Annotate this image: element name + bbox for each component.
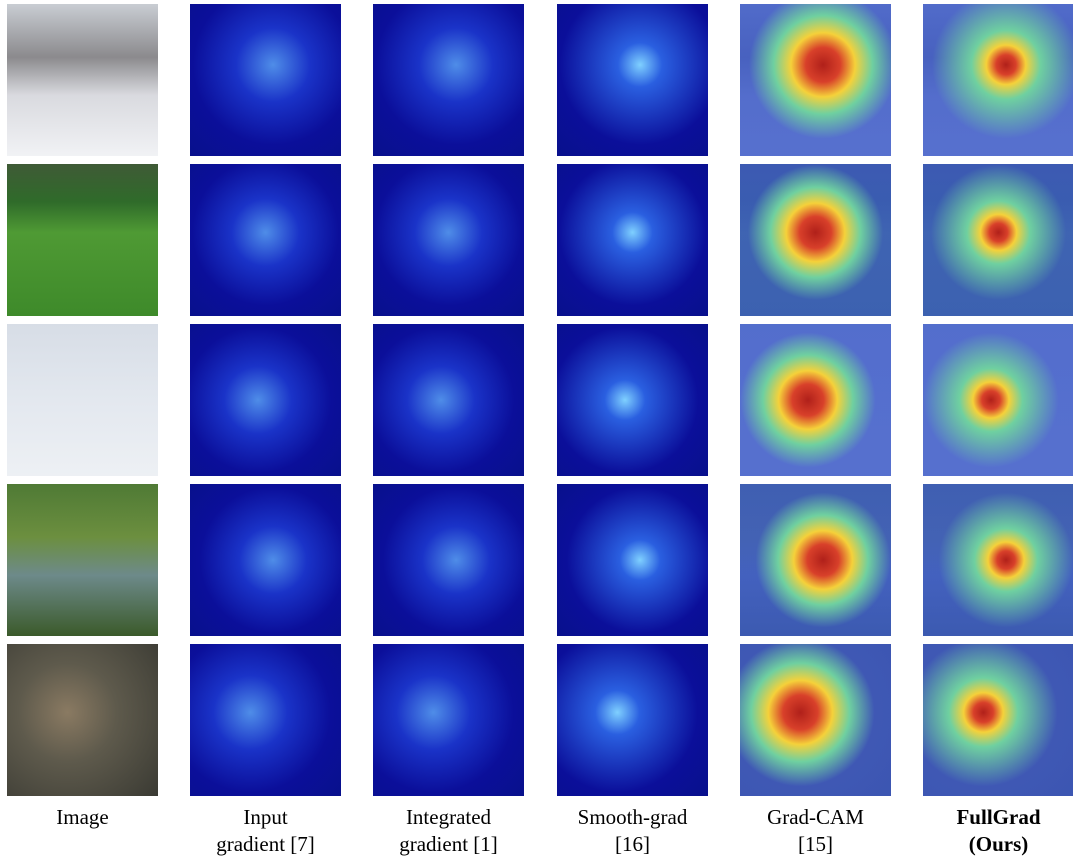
saliency-map [373, 644, 524, 796]
input-image [7, 484, 158, 636]
saliency-map [373, 164, 524, 316]
saliency-map [740, 4, 891, 156]
input-image [7, 324, 158, 476]
label-line: gradient [1] [373, 831, 524, 858]
saliency-map [190, 324, 341, 476]
saliency-map [923, 164, 1073, 316]
saliency-map [190, 484, 341, 636]
saliency-map [923, 644, 1073, 796]
label-line: (Ours) [923, 831, 1073, 858]
label-line: Grad-CAM [740, 804, 891, 831]
saliency-map [373, 4, 524, 156]
saliency-map [923, 484, 1073, 636]
column-label: Smooth-grad[16] [557, 804, 708, 858]
label-line: FullGrad [923, 804, 1073, 831]
saliency-map [190, 164, 341, 316]
input-image [7, 4, 158, 156]
saliency-map [190, 4, 341, 156]
saliency-map [373, 324, 524, 476]
saliency-map [557, 644, 708, 796]
saliency-map [557, 484, 708, 636]
saliency-map [740, 484, 891, 636]
input-image [7, 164, 158, 316]
label-line: gradient [7] [190, 831, 341, 858]
label-line: Input [190, 804, 341, 831]
saliency-map [190, 644, 341, 796]
saliency-map [740, 324, 891, 476]
label-line: Smooth-grad [557, 804, 708, 831]
saliency-map [923, 4, 1073, 156]
saliency-map [740, 164, 891, 316]
label-line: Image [7, 804, 158, 831]
label-line: Integrated [373, 804, 524, 831]
saliency-map [923, 324, 1073, 476]
label-line: [15] [740, 831, 891, 858]
column-label: Grad-CAM[15] [740, 804, 891, 858]
saliency-map [557, 324, 708, 476]
column-label: FullGrad(Ours) [923, 804, 1073, 858]
figure: ImageInputgradient [7]Integratedgradient… [0, 0, 1073, 858]
saliency-map [557, 164, 708, 316]
input-image [7, 644, 158, 796]
saliency-map [373, 484, 524, 636]
label-line: [16] [557, 831, 708, 858]
column-label: Image [7, 804, 158, 831]
saliency-map [557, 4, 708, 156]
saliency-map [740, 644, 891, 796]
